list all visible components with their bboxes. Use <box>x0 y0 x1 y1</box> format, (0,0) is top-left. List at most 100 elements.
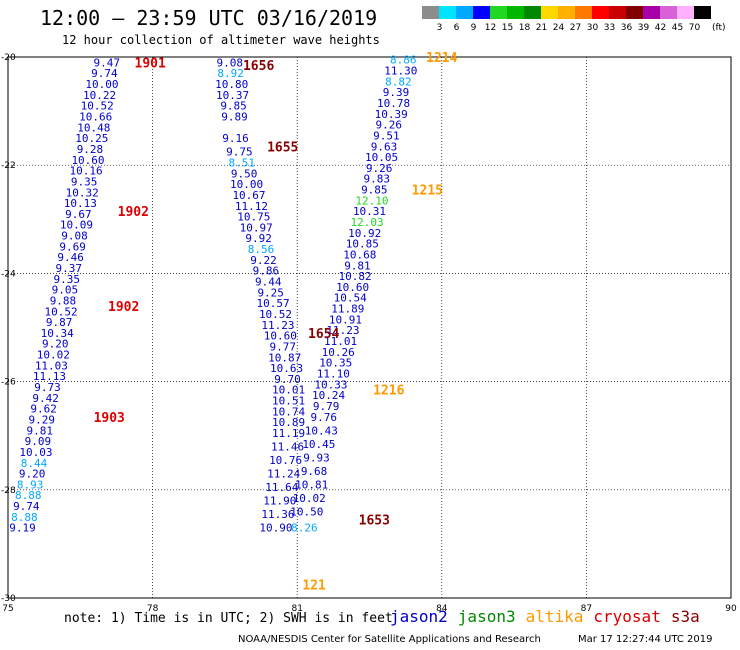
wave-height-value: 9.25 <box>257 286 284 299</box>
wave-height-value: 9.20 <box>42 338 69 351</box>
wave-height-value: 11.19 <box>272 427 305 440</box>
x-tick-label: 84 <box>436 604 448 614</box>
scale-swatch-70 <box>677 6 694 19</box>
wave-height-value: 10.45 <box>302 438 335 451</box>
wave-height-value: 11.12 <box>235 200 268 213</box>
scale-swatch-36 <box>609 6 626 19</box>
track-time-label: 1901 <box>135 56 166 71</box>
wave-height-value: 9.77 <box>269 340 296 353</box>
wave-height-value: 10.02 <box>293 492 326 505</box>
wave-height-value: 10.51 <box>272 395 305 408</box>
x-tick-label: 81 <box>291 604 302 614</box>
wave-height-value: 12.03 <box>351 216 384 229</box>
wave-height-value: 9.46 <box>57 251 84 264</box>
wave-height-value: 10.24 <box>312 389 345 402</box>
wave-height-value: 9.81 <box>27 424 54 437</box>
wave-height-value: 10.52 <box>259 308 292 321</box>
wave-height-value: 10.00 <box>85 78 118 91</box>
wave-height-value: 9.05 <box>52 284 79 297</box>
wave-height-value: 9.35 <box>71 175 98 188</box>
x-tick-label: 75 <box>2 604 13 614</box>
wave-height-value: 10.90 <box>259 522 292 535</box>
legend-jason2: jason2 <box>390 607 448 626</box>
wave-height-value: 10.26 <box>322 346 355 359</box>
wave-height-value: 9.73 <box>34 381 61 394</box>
wave-height-value: 8.88 <box>11 511 38 524</box>
wave-height-value: 10.60 <box>264 330 297 343</box>
scale-label: 3 <box>436 23 443 33</box>
wave-height-value: 10.74 <box>272 405 305 418</box>
wave-height-value: 9.51 <box>373 129 400 142</box>
scale-swatch-9 <box>456 6 473 19</box>
y-tick-label: -24 <box>1 269 16 279</box>
scale-label: 15 <box>501 23 514 33</box>
wave-height-value: 8.86 <box>390 54 417 67</box>
wave-height-value: 10.52 <box>44 305 77 318</box>
wave-height-value: 10.66 <box>79 111 112 124</box>
scale-label: 70 <box>688 23 701 33</box>
wave-height-value: 10.82 <box>338 270 371 283</box>
wave-height-value: 8.26 <box>291 522 318 535</box>
wave-height-value: 9.19 <box>9 522 36 535</box>
wave-height-value: 10.68 <box>343 248 376 261</box>
track-time-label: 1214 <box>426 51 457 66</box>
wave-height-value: 9.35 <box>54 273 81 286</box>
wave-height-value: 9.39 <box>383 86 410 99</box>
track-time-label: 1215 <box>412 184 443 199</box>
wave-height-value: 9.26 <box>376 119 403 132</box>
wave-height-value: 8.44 <box>21 457 48 470</box>
wave-height-value: 10.92 <box>348 227 381 240</box>
wave-height-value: 10.35 <box>319 357 352 370</box>
scale-swatch-27 <box>558 6 575 19</box>
wave-height-value: 10.22 <box>83 89 116 102</box>
wave-height-value: 9.79 <box>313 400 340 413</box>
scale-label: 18 <box>518 23 531 33</box>
legend-s3a: s3a <box>670 607 700 626</box>
scale-swatch-42 <box>643 6 660 19</box>
scale-label: 45 <box>671 23 684 33</box>
wave-height-value: 9.22 <box>250 254 277 267</box>
scale-label: 36 <box>620 23 633 33</box>
scale-swatch-18 <box>507 6 524 19</box>
scale-label: 42 <box>654 23 667 33</box>
wave-height-value: 10.32 <box>66 186 99 199</box>
satellite-legend: jason2 jason3 altika cryosat s3a <box>390 607 710 626</box>
wave-height-value: 11.13 <box>33 370 66 383</box>
x-tick-label: 87 <box>581 604 592 614</box>
scale-swatch-24 <box>541 6 558 19</box>
scale-label: 12 <box>484 23 497 33</box>
wave-height-value: 10.00 <box>230 178 263 191</box>
wave-height-value: 9.68 <box>301 465 328 478</box>
wave-height-value: 11.23 <box>326 324 359 337</box>
y-tick-label: -26 <box>1 378 16 388</box>
wave-height-value: 9.76 <box>310 411 337 424</box>
y-tick-label: -22 <box>1 161 16 171</box>
track-time-label: 121 <box>302 578 326 593</box>
track-time-label: 1903 <box>94 411 125 426</box>
scale-swatch-30 <box>575 6 592 19</box>
scale-unit: (ft) <box>712 23 726 33</box>
wave-height-value: 9.85 <box>220 100 247 113</box>
wave-height-value: 9.08 <box>216 56 243 69</box>
wave-height-value: 11.01 <box>324 335 357 348</box>
wave-height-value: 10.91 <box>329 313 362 326</box>
wave-height-value: 10.52 <box>81 100 114 113</box>
wave-height-value: 9.81 <box>344 259 371 272</box>
scale-label: 33 <box>603 23 616 33</box>
wave-height-value: 11.64 <box>265 481 298 494</box>
wave-height-value: 9.44 <box>255 276 282 289</box>
track-time-label: 1653 <box>359 514 390 529</box>
scale-label: 6 <box>453 23 460 33</box>
x-tick-label: 78 <box>147 604 159 614</box>
wave-height-value: 9.74 <box>13 500 40 513</box>
wave-height-value: 10.57 <box>257 297 290 310</box>
wave-height-value: 10.60 <box>71 154 104 167</box>
wave-height-value: 9.67 <box>65 208 92 221</box>
scale-label: 30 <box>586 23 599 33</box>
wave-height-value: 10.43 <box>305 424 338 437</box>
wave-height-value: 11.30 <box>384 65 417 78</box>
wave-height-value: 10.31 <box>353 205 386 218</box>
scale-swatch-33 <box>592 6 609 19</box>
wave-height-value: 9.50 <box>231 167 258 180</box>
